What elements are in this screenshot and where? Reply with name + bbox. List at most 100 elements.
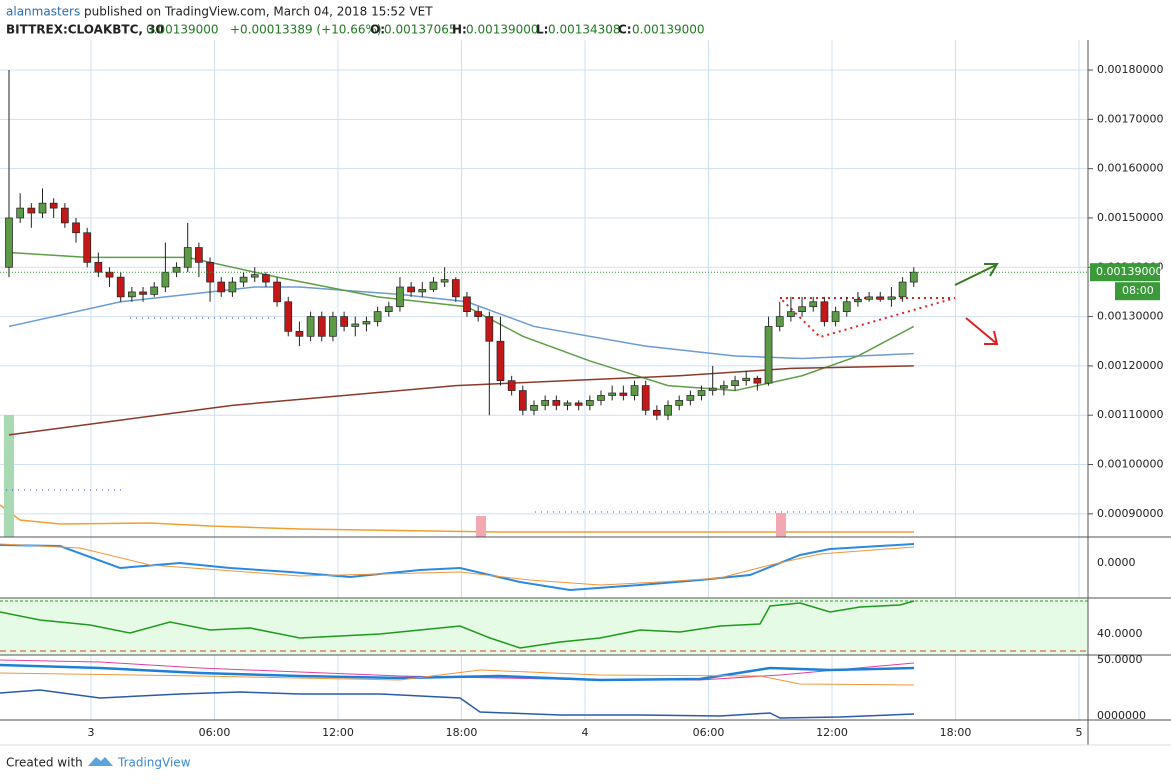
candle-body [139,291,147,295]
candle-body [675,400,684,406]
candle-body [798,306,806,312]
orange-line [0,669,915,686]
pane-label: 50.0000 [1097,653,1143,666]
candle-body [183,247,192,268]
candle-body [440,279,449,283]
candle-body [664,404,672,416]
c-label: C: [618,23,632,37]
h-label: H: [452,23,467,37]
x-tick-label: 12:00 [322,726,354,739]
candle-body [686,395,695,401]
candle-body [764,326,773,384]
volume-bar [776,513,786,537]
candle-body [474,311,482,317]
candle-body [507,380,516,391]
published: published on TradingView.com, March 04, … [84,5,433,19]
x-tick-label: 18:00 [446,726,478,739]
candle-body [619,392,628,396]
candle-body [831,311,840,322]
pane-label: 40.0000 [1097,627,1143,640]
candle-body [909,271,918,283]
rsi-band [0,598,1088,655]
candle-body [898,281,907,298]
x-tick-label: 06:00 [693,726,725,739]
candle-body [284,301,293,332]
footer-brand[interactable]: TradingView [117,756,191,770]
candle-body [876,296,885,300]
moving-average [8,365,914,436]
y-tick-label: 0.00090000 [1097,507,1163,520]
candle-body [708,387,717,391]
candle-body [116,276,125,298]
c: 0.00139000 [632,23,705,37]
y-tick-label: 0.00100000 [1097,458,1163,471]
candle-body [418,289,427,293]
candle-body [451,279,460,298]
arrow-down [965,317,999,345]
volume-bar [476,516,486,537]
candle-body [842,301,851,312]
candle-body [161,271,170,288]
candle-body [887,296,896,300]
last: 0.00139000 [146,23,219,37]
candle-body [396,286,404,308]
y-tick-label: 0.00150000 [1097,211,1163,224]
candle-body [720,385,728,389]
candle-body [407,286,415,293]
candle-body [731,380,739,386]
candle-body [585,400,594,406]
candle-body [541,400,550,406]
candle-body [262,274,270,283]
candle-body [373,311,382,322]
candle-body [273,281,281,303]
candle-body [16,207,25,219]
candle-body [753,377,762,384]
h: 0.00139000 [466,23,539,37]
candle-body [38,202,47,214]
volume-bar [4,415,14,537]
y-tick-label: 0.00130000 [1097,310,1163,323]
candle-body [217,281,226,293]
candle-body [530,404,538,411]
candle-body [306,316,315,337]
candle-body [641,385,650,411]
candle-body [552,400,561,406]
candle-body [250,274,259,278]
triangle [779,297,956,339]
candle-body [597,395,605,401]
candle-body [496,340,505,382]
candle-body [574,402,583,406]
l-label: L: [536,23,548,37]
time-tag: 08:00 [1122,284,1154,297]
candle-body [809,301,818,308]
x-tick-label: 12:00 [816,726,848,739]
x-tick-label: 18:00 [940,726,972,739]
candle-body [854,298,862,303]
pane-label: 0000000 [1097,709,1146,722]
o-label: O: [370,23,385,37]
author[interactable]: alanmasters [6,5,80,19]
candle-body [94,261,103,273]
o: 0.00137065 [384,23,457,37]
y-tick-label: 0.00120000 [1097,359,1163,372]
x-tick-label: 4 [582,726,589,739]
candle-body [49,202,58,209]
candle-body [608,392,617,396]
candle-body [195,247,203,263]
candle-body [27,207,36,214]
candle-body [775,316,784,327]
candle-body [5,217,13,268]
price-tag: 0.00139000 [1096,265,1162,278]
candle-body [362,321,371,325]
symbol: BITTREX:CLOAKBTC, 30 [6,23,164,37]
arrow-up [954,263,999,286]
macd-line [0,543,915,592]
x-tick-label: 3 [88,726,95,739]
pane-label: 0.0000 [1097,556,1136,569]
x-tick-label: 06:00 [199,726,231,739]
candle-body [653,409,661,416]
candle-body [228,281,237,293]
dark-line [0,689,915,719]
